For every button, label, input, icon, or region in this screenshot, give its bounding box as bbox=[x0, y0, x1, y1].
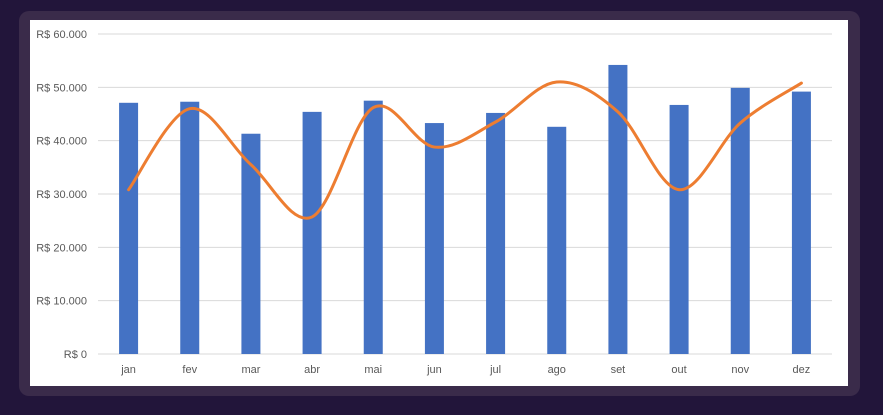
bar-jul[interactable] bbox=[486, 112, 506, 354]
x-tick-label: set bbox=[611, 364, 626, 376]
y-tick-label: R$ 30.000 bbox=[36, 189, 87, 201]
x-tick-label: nov bbox=[731, 364, 749, 376]
bar-fev[interactable] bbox=[180, 101, 200, 354]
x-tick-label: abr bbox=[304, 364, 320, 376]
y-tick-label: R$ 0 bbox=[64, 349, 87, 361]
bar-mar[interactable] bbox=[241, 133, 261, 354]
x-tick-label: mai bbox=[364, 364, 382, 376]
x-tick-label: out bbox=[671, 364, 686, 376]
x-tick-label: dez bbox=[793, 364, 811, 376]
y-tick-label: R$ 60.000 bbox=[36, 29, 87, 41]
bar-nov[interactable] bbox=[730, 87, 750, 354]
bar-dez[interactable] bbox=[791, 91, 811, 354]
line-series[interactable] bbox=[127, 80, 803, 220]
chart-area: R$ 0 R$ 10.000 R$ 20.000 R$ 30.000 R$ 40.000… bbox=[30, 20, 848, 386]
y-tick-label: R$ 20.000 bbox=[36, 242, 87, 254]
combo-chart: R$ 0 R$ 10.000 R$ 20.000 R$ 30.000 R$ 40.000… bbox=[36, 29, 832, 376]
bar-abr[interactable] bbox=[302, 111, 322, 354]
x-tick-label: jan bbox=[120, 364, 136, 376]
y-tick-label: R$ 10.000 bbox=[36, 296, 87, 308]
y-tick-label: R$ 50.000 bbox=[36, 82, 87, 94]
x-tick-label: jul bbox=[489, 364, 501, 376]
x-tick-label: jun bbox=[426, 364, 442, 376]
bar-jun[interactable] bbox=[424, 123, 444, 354]
x-tick-label: ago bbox=[548, 364, 566, 376]
bar-mai[interactable] bbox=[363, 100, 383, 355]
x-tick-label: fev bbox=[182, 364, 197, 376]
bar-ago[interactable] bbox=[547, 126, 567, 354]
bar-set[interactable] bbox=[608, 64, 628, 354]
bar-out[interactable] bbox=[669, 104, 689, 354]
y-tick-label: R$ 40.000 bbox=[36, 136, 87, 148]
x-tick-label: mar bbox=[241, 364, 260, 376]
bar-jan[interactable] bbox=[119, 102, 139, 354]
